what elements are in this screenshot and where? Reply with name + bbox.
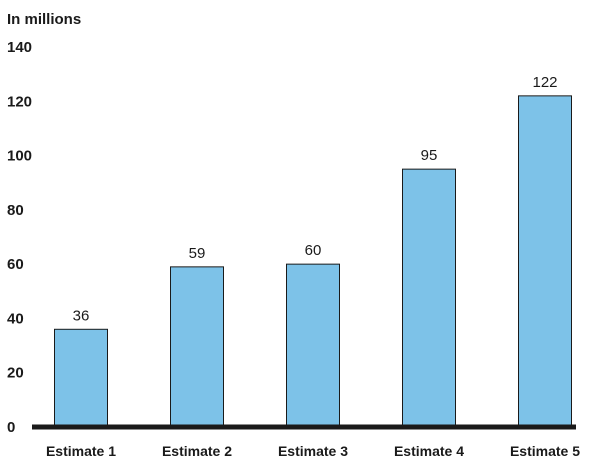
y-tick-label: 80 bbox=[7, 202, 24, 219]
bars bbox=[54, 95, 572, 428]
x-axis-ticks: Estimate 1 Estimate 2 Estimate 3 Estimate 4… bbox=[46, 443, 580, 458]
bar bbox=[286, 263, 340, 428]
data-label: 122 bbox=[532, 74, 557, 91]
y-axis-ticks: 0 20 40 60 80 100 120 140 bbox=[7, 39, 32, 436]
bar bbox=[54, 328, 108, 428]
data-label: 36 bbox=[73, 307, 90, 324]
bar bbox=[402, 168, 456, 428]
x-tick-label: Estimate 1 bbox=[46, 443, 116, 458]
x-tick-label: Estimate 5 bbox=[510, 443, 580, 458]
y-tick-label: 40 bbox=[7, 310, 24, 327]
bar bbox=[518, 95, 572, 428]
y-tick-label: 100 bbox=[7, 148, 32, 165]
data-label: 60 bbox=[305, 242, 322, 259]
data-label: 95 bbox=[421, 147, 438, 164]
y-tick-label: 120 bbox=[7, 93, 32, 110]
y-tick-label: 60 bbox=[7, 256, 24, 273]
data-labels: 36 59 60 95 122 bbox=[73, 74, 558, 324]
unit-label: In millions bbox=[7, 11, 81, 28]
y-tick-label: 20 bbox=[7, 365, 24, 382]
y-tick-label: 0 bbox=[7, 419, 15, 436]
data-label: 59 bbox=[189, 245, 206, 262]
bar bbox=[170, 266, 224, 428]
x-tick-label: Estimate 2 bbox=[162, 443, 232, 458]
x-tick-label: Estimate 4 bbox=[394, 443, 464, 458]
y-tick-label: 140 bbox=[7, 39, 32, 56]
x-tick-label: Estimate 3 bbox=[278, 443, 348, 458]
